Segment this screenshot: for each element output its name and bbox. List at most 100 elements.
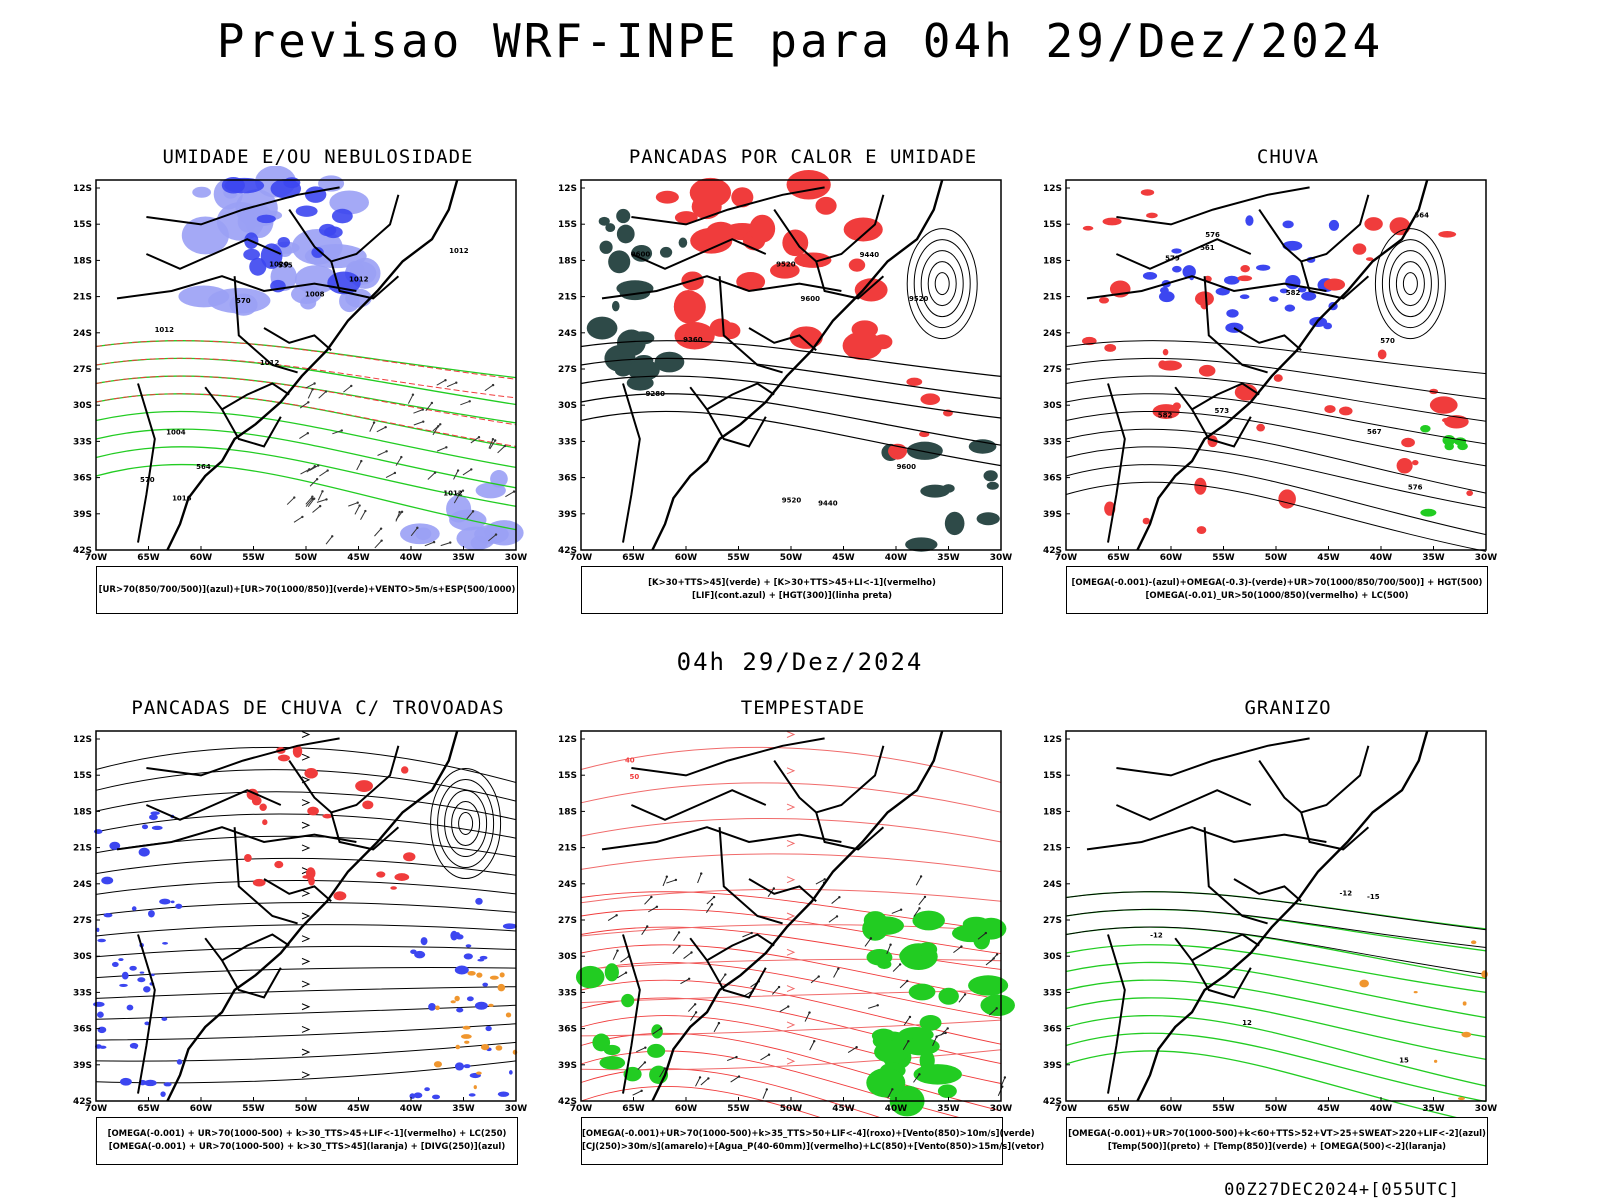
lat-tick-label: 15S (558, 220, 577, 230)
contour-value-label: 9600 (801, 295, 821, 303)
lon-tick-label: 50W (780, 1104, 803, 1114)
lat-tick-label: 42S (558, 546, 577, 556)
lat-tick-label: 42S (558, 1097, 577, 1107)
lat-tick-label: 27S (73, 365, 92, 375)
lon-tick-label: 60W (1160, 553, 1183, 563)
lon-tick-label: 60W (675, 553, 698, 563)
country-borders (116, 179, 459, 551)
lon-tick-label: 70W (1055, 1104, 1078, 1114)
panel-title: PANCADAS DE CHUVA C/ TROVOADAS (131, 697, 505, 719)
lat-tick-label: 18S (73, 807, 92, 817)
contour-value-label: 9600 (897, 463, 917, 471)
main-title: Previsao WRF-INPE para 04h 29/Dez/2024 (216, 14, 1384, 68)
lon-tick-label: 40W (1370, 1104, 1393, 1114)
lon-tick-label: 45W (1317, 553, 1340, 563)
panel-tempestade: TEMPESTADE 50 40 12S 15S 18S 21S 24S 27S 30S 33S 36… (553, 697, 1053, 1177)
panel-title: UMIDADE E/OU NEBULOSIDADE (162, 146, 474, 168)
field-shading (409, 897, 517, 1100)
lat-tick-label: 39S (1043, 1061, 1062, 1071)
lat-tick-label: 39S (558, 1061, 577, 1071)
vortex (430, 768, 502, 879)
lon-tick-label: 30W (990, 553, 1013, 563)
lat-tick-label: 30S (73, 401, 92, 411)
lat-tick-label: 15S (73, 220, 92, 230)
panel-title: CHUVA (1256, 146, 1320, 168)
legend-line: [OMEGA(-0.001)+UR>70(1000-500)+k<60+TTS>… (1068, 1129, 1486, 1139)
contour-value-label: 1012 (349, 275, 369, 283)
panel-granizo: GRANIZO -12 -15 -12 12 15 12S 15S 18S 21S 24S 27S 30… (1038, 697, 1538, 1177)
lon-tick-label: 35W (452, 553, 475, 563)
lat-tick-label: 30S (1043, 952, 1062, 962)
lon-tick-label: 30W (1475, 1104, 1498, 1114)
contour-value-label: 1008 (305, 291, 325, 299)
lon-tick-label: 30W (990, 1104, 1013, 1114)
lat-tick-label: 18S (73, 256, 92, 266)
lon-tick-label: 45W (347, 1104, 370, 1114)
lon-tick-label: 40W (1370, 553, 1393, 563)
lon-tick-label: 40W (885, 553, 908, 563)
lon-tick-label: 45W (1317, 1104, 1340, 1114)
lat-tick-label: 15S (558, 771, 577, 781)
lat-tick-label: 33S (558, 437, 577, 447)
lon-tick-label: 35W (1422, 1104, 1445, 1114)
lat-tick-label: 27S (73, 916, 92, 926)
field-shading (881, 439, 1000, 552)
lon-tick-label: 45W (832, 1104, 855, 1114)
lat-tick-label: 36S (1043, 474, 1062, 484)
contour-value-label: 50 (629, 773, 639, 781)
lat-tick-label: 27S (1043, 365, 1062, 375)
legend-line: [OMEGA(-0.001)+UR>70(1000-500)+k>35_TTS>… (582, 1129, 1035, 1139)
lon-tick-label: 60W (190, 1104, 213, 1114)
lat-tick-label: 18S (1043, 256, 1062, 266)
lat-tick-label: 24S (73, 880, 92, 890)
contour-value-label: 570 (1380, 337, 1395, 345)
contour-value-label: 1020 (269, 260, 289, 268)
lon-tick-label: 30W (505, 1104, 528, 1114)
lat-tick-label: 21S (1043, 844, 1062, 854)
panel-title: TEMPESTADE (740, 697, 866, 719)
contour-value-label: 9520 (776, 260, 796, 268)
map-area (1066, 731, 1486, 1101)
field-shading (888, 377, 953, 460)
lat-tick-label: 39S (558, 510, 577, 520)
lat-tick-label: 21S (73, 844, 92, 854)
lat-tick-label: 33S (558, 988, 577, 998)
map-area (1066, 180, 1486, 550)
contour-value-label: 12 (1242, 1019, 1252, 1027)
lat-tick-label: 21S (558, 844, 577, 854)
country-borders (1086, 179, 1429, 551)
map-plot: 50 40 12S 15S 18S 21S 24S 27S 30S 33S 36S 39S 42S70W… (558, 730, 1015, 1117)
lon-tick-label: 35W (937, 1104, 960, 1114)
legend-line: [OMEGA(-0.001) + UR>70(1000-500) + k>30_… (107, 1129, 507, 1139)
lat-tick-label: 27S (558, 365, 577, 375)
lat-tick-label: 12S (1043, 735, 1062, 745)
wind-vectors (607, 872, 1007, 1099)
panel-legend: [OMEGA(-0.001)+UR>70(1000-500)+k>35_TTS>… (581, 1117, 1044, 1165)
lat-tick-label: 42S (1043, 546, 1062, 556)
lat-tick-label: 33S (73, 437, 92, 447)
panel-legend: [OMEGA(-0.001)+UR>70(1000-500)+k<60+TTS>… (1066, 1117, 1488, 1165)
lat-tick-label: 39S (73, 510, 92, 520)
contour-value-label: 582 (1286, 289, 1301, 297)
legend-line: [OMEGA(-0.001) + UR>70(1000-500) + k>30_… (108, 1142, 506, 1152)
field-shading (1359, 940, 1488, 1101)
lon-tick-label: 35W (1422, 553, 1445, 563)
lon-tick-label: 70W (570, 553, 593, 563)
panel-umidade: UMIDADE E/OU NEBULOSIDADE 1012 1012 1012 101… (68, 146, 568, 626)
contour-value-label: 9520 (782, 497, 802, 505)
contour-value-label: 582 (1158, 412, 1173, 420)
contour-value-label: 564 (196, 463, 211, 471)
lat-tick-label: 36S (558, 474, 577, 484)
lat-tick-label: 12S (558, 735, 577, 745)
lat-tick-label: 18S (558, 256, 577, 266)
contour-value-label: 564 (1414, 211, 1429, 219)
panel-legend: [K>30+TTS>45](verde) + [K>30+TTS>45+LI<-… (581, 566, 1003, 614)
panel-title: PANCADAS POR CALOR E UMIDADE (628, 146, 978, 168)
lat-tick-label: 42S (73, 546, 92, 556)
map-plot: -12 -15 -12 12 15 12S 15S 18S 21S 24S 27S 30S 33S 36S… (1043, 730, 1498, 1117)
lat-tick-label: 39S (73, 1061, 92, 1071)
lon-tick-label: 55W (727, 553, 750, 563)
lat-tick-label: 30S (558, 401, 577, 411)
lon-tick-label: 65W (622, 1104, 645, 1114)
lat-tick-label: 24S (558, 880, 577, 890)
